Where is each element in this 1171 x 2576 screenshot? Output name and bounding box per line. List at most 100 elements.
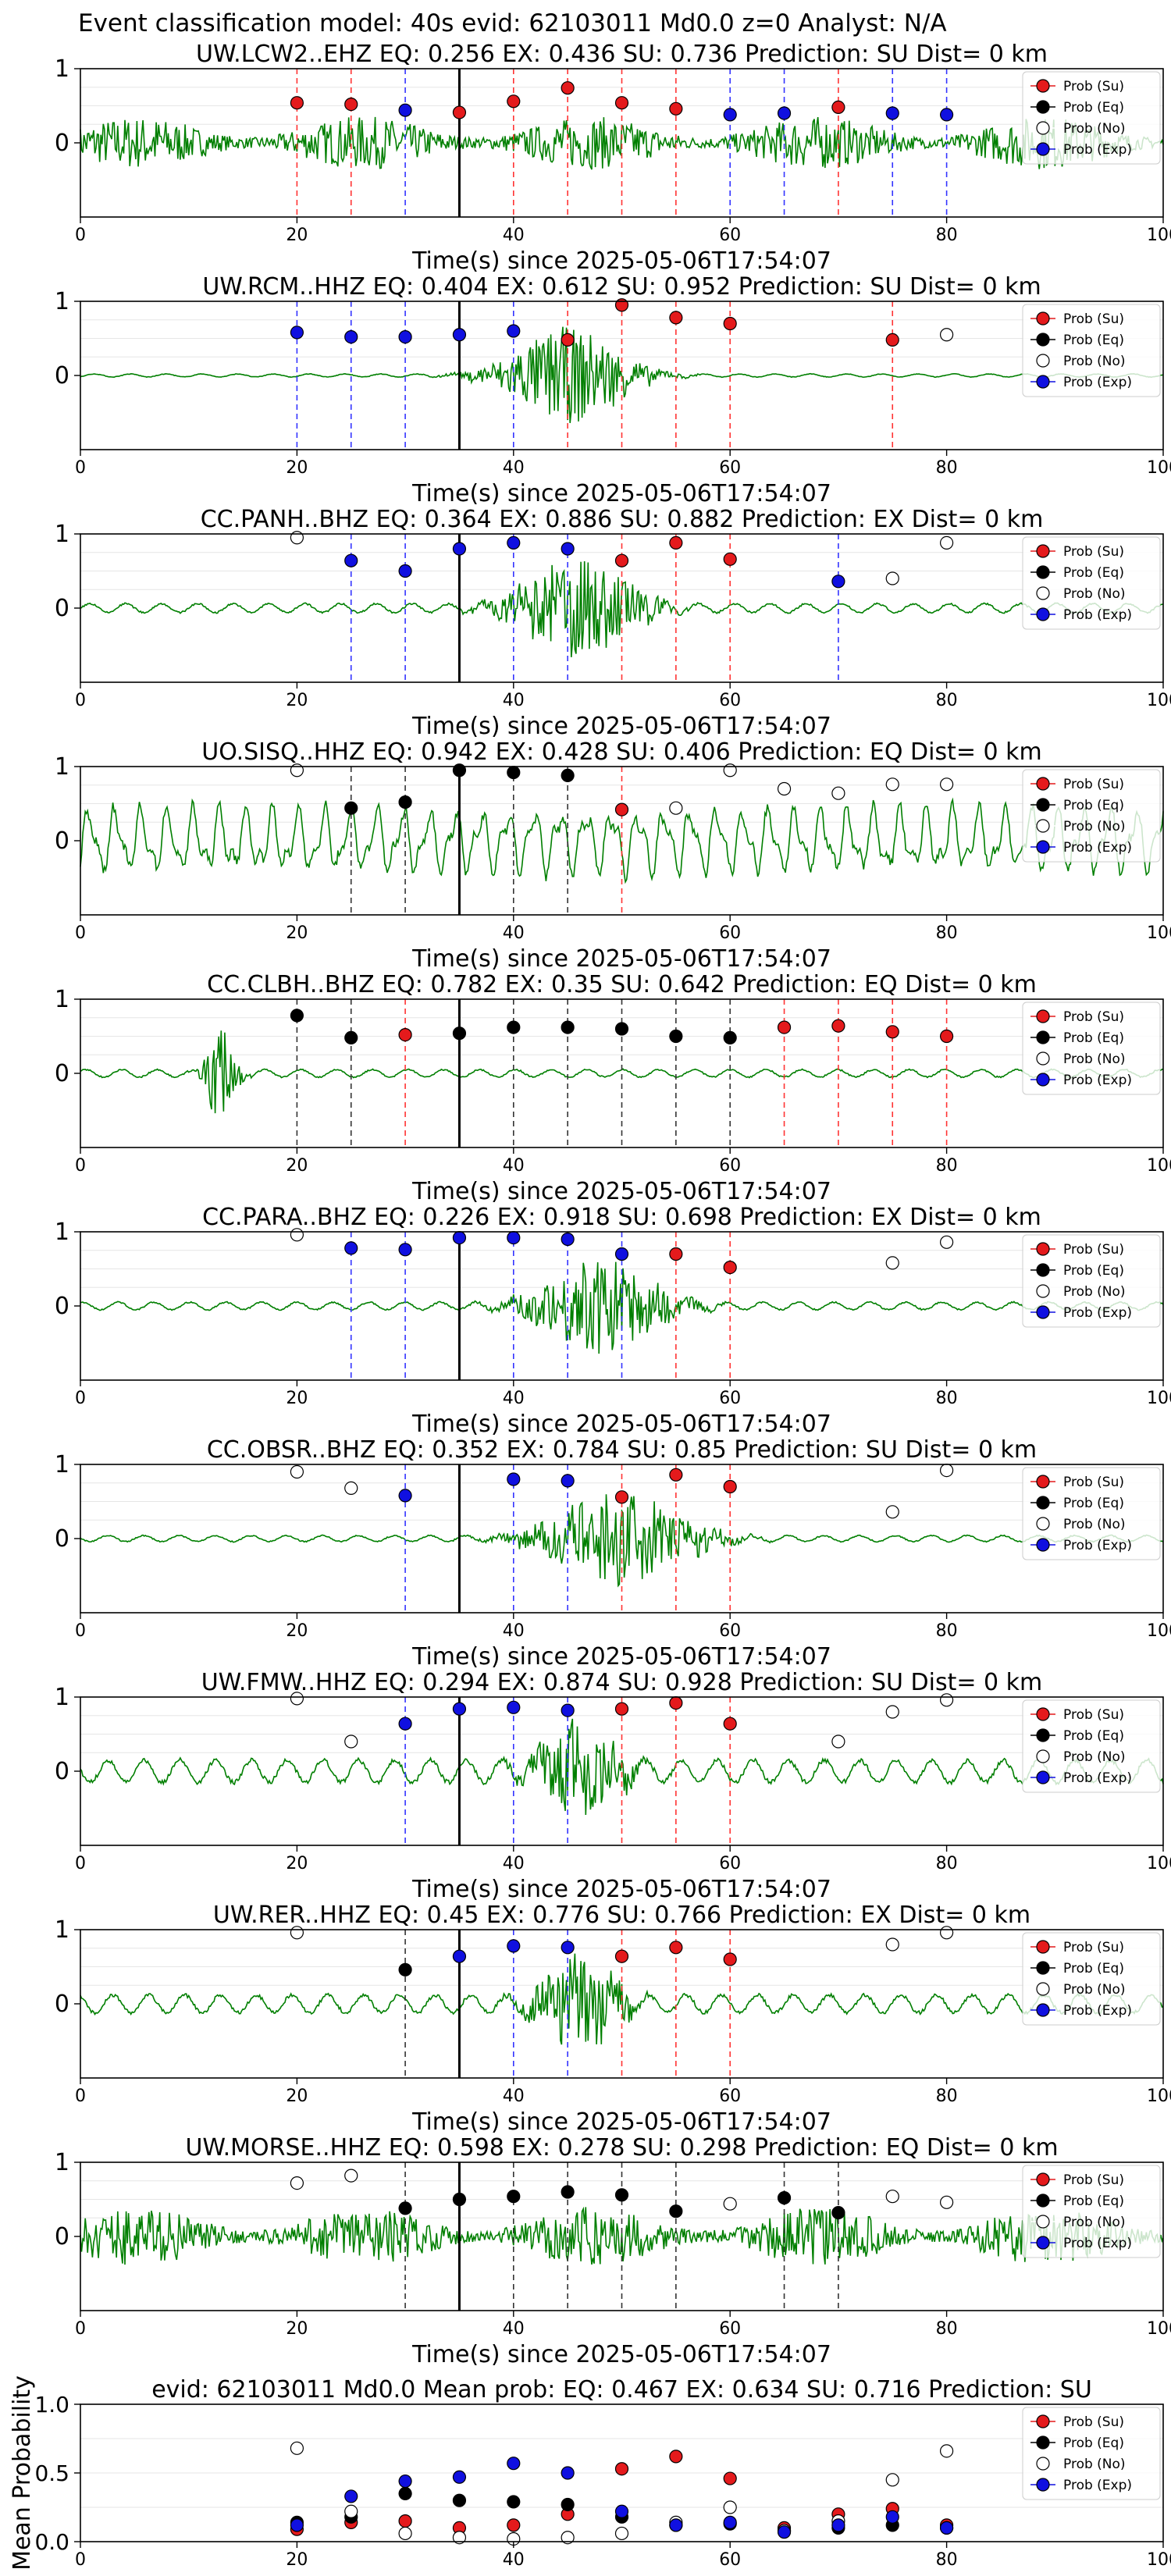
prob-point-su xyxy=(669,1468,683,1482)
x-axis-label: Time(s) since 2025-05-06T17:54:07 xyxy=(411,2341,831,2368)
legend-marker-su xyxy=(1036,1707,1050,1721)
prob-point-exp xyxy=(452,542,467,556)
panel-2: UW.RCM..HHZ EQ: 0.404 EX: 0.612 SU: 0.95… xyxy=(55,273,1171,507)
y-tick-label: 1 xyxy=(55,753,69,781)
prob-point-su xyxy=(831,100,845,114)
prob-point-no xyxy=(831,1735,845,1749)
prob-point-su xyxy=(561,81,575,95)
mean-point-eq xyxy=(398,2486,412,2500)
mean-point-exp xyxy=(452,2470,467,2484)
prob-point-su xyxy=(614,1949,629,1963)
prob-point-no xyxy=(290,1228,304,1242)
waveform-trace xyxy=(80,1718,1164,1816)
prob-point-no xyxy=(939,1926,954,1940)
mean-point-no xyxy=(398,2526,412,2541)
legend-box xyxy=(1022,1002,1161,1095)
legend-label-su: Prob (Su) xyxy=(1063,2414,1124,2430)
legend-marker-eq xyxy=(1036,798,1050,812)
x-tick-label: 80 xyxy=(936,2550,958,2570)
prob-point-eq xyxy=(669,2204,683,2218)
legend-marker-eq xyxy=(1036,1728,1050,1742)
prob-point-no xyxy=(290,1692,304,1706)
mean-point-no xyxy=(561,2531,575,2545)
legend-label-exp: Prob (Exp) xyxy=(1063,2003,1132,2019)
x-tick-label: 80 xyxy=(936,1156,958,1176)
waveform-trace xyxy=(80,1953,1164,2045)
prob-point-no xyxy=(885,1705,899,1719)
prob-point-su xyxy=(669,535,683,550)
y-tick-label: 0 xyxy=(55,362,69,390)
prob-point-su xyxy=(669,101,683,116)
legend-label-no: Prob (No) xyxy=(1063,819,1126,834)
legend-label-exp: Prob (Exp) xyxy=(1063,607,1132,623)
x-tick-label: 100 xyxy=(1147,923,1171,943)
legend-box xyxy=(1022,71,1161,165)
prob-point-exp xyxy=(885,106,899,120)
legend-label-no: Prob (No) xyxy=(1063,121,1126,137)
legend-label-su: Prob (Su) xyxy=(1063,311,1124,327)
x-tick-label: 100 xyxy=(1147,2550,1171,2570)
legend-marker-no xyxy=(1036,819,1050,833)
x-tick-label: 20 xyxy=(286,691,308,710)
panel-5: CC.CLBH..BHZ EQ: 0.782 EX: 0.35 SU: 0.64… xyxy=(55,971,1171,1205)
prob-point-su xyxy=(669,1941,683,1955)
legend-marker-no xyxy=(1036,2215,1050,2229)
legend-marker-su xyxy=(1036,1475,1050,1489)
prob-point-no xyxy=(939,1693,954,1707)
x-tick-label: 100 xyxy=(1147,1389,1171,1408)
prob-point-exp xyxy=(452,328,467,342)
x-axis-label: Time(s) since 2025-05-06T17:54:07 xyxy=(411,480,831,507)
prob-point-exp xyxy=(561,1941,575,1955)
y-tick-label: 1.0 xyxy=(34,2392,69,2418)
legend-box xyxy=(1022,536,1161,630)
mean-point-no xyxy=(939,2444,954,2458)
legend-label-exp: Prob (Exp) xyxy=(1063,840,1132,856)
legend-box xyxy=(1022,1932,1161,2026)
legend-label-su: Prob (Su) xyxy=(1063,1940,1124,1955)
legend-marker-no xyxy=(1036,1051,1050,1066)
prob-point-no xyxy=(939,535,954,550)
panel-3: CC.PANH..BHZ EQ: 0.364 EX: 0.886 SU: 0.8… xyxy=(55,506,1171,740)
prob-point-su xyxy=(452,105,467,119)
legend: Prob (Su) Prob (Eq) Prob (No) Prob (Exp) xyxy=(1022,1699,1161,1793)
x-tick-label: 20 xyxy=(286,1156,308,1176)
legend-box xyxy=(1022,769,1161,863)
legend-label-eq: Prob (Eq) xyxy=(1063,2194,1124,2209)
prob-point-su xyxy=(723,1260,737,1275)
x-tick-label: 60 xyxy=(719,2550,741,2570)
y-tick-label: 1 xyxy=(55,1916,69,1944)
legend-marker-exp xyxy=(1036,1770,1050,1784)
legend-marker-exp xyxy=(1036,840,1050,854)
prob-point-su xyxy=(831,1019,845,1033)
prob-point-exp xyxy=(507,1700,521,1714)
mean-point-su xyxy=(723,2471,737,2485)
legend-label-exp: Prob (Exp) xyxy=(1063,1538,1132,1553)
legend-marker-eq xyxy=(1036,1263,1050,1277)
prob-point-no xyxy=(777,781,792,796)
legend-label-no: Prob (No) xyxy=(1063,1051,1126,1067)
panel-title: CC.PANH..BHZ EQ: 0.364 EX: 0.886 SU: 0.8… xyxy=(201,506,1044,533)
legend-label-no: Prob (No) xyxy=(1063,354,1126,369)
prob-point-su xyxy=(723,1952,737,1966)
legend-label-exp: Prob (Exp) xyxy=(1063,375,1132,390)
x-tick-label: 40 xyxy=(503,2319,525,2339)
prob-point-su xyxy=(669,1696,683,1710)
x-tick-label: 0 xyxy=(75,458,86,478)
panel-title: UW.RCM..HHZ EQ: 0.404 EX: 0.612 SU: 0.95… xyxy=(202,273,1041,301)
prob-point-su xyxy=(344,98,358,112)
mean-point-no xyxy=(290,2441,304,2455)
x-axis-label: Time(s) since 2025-05-06T17:54:07 xyxy=(411,1876,831,1903)
mean-point-su xyxy=(614,2462,629,2476)
x-tick-label: 60 xyxy=(719,923,741,943)
prob-point-no xyxy=(885,571,899,585)
waveform-trace xyxy=(80,1494,1164,1588)
mean-point-exp xyxy=(777,2525,792,2539)
legend-marker-exp xyxy=(1036,2478,1050,2492)
x-tick-label: 0 xyxy=(75,2550,86,2570)
panel-6: CC.PARA..BHZ EQ: 0.226 EX: 0.918 SU: 0.6… xyxy=(55,1204,1171,1438)
x-tick-label: 60 xyxy=(719,1621,741,1641)
panel-title: CC.OBSR..BHZ EQ: 0.352 EX: 0.784 SU: 0.8… xyxy=(207,1436,1037,1464)
legend-label-su: Prob (Su) xyxy=(1063,1242,1124,1258)
x-tick-label: 80 xyxy=(936,923,958,943)
x-tick-label: 0 xyxy=(75,1621,86,1641)
